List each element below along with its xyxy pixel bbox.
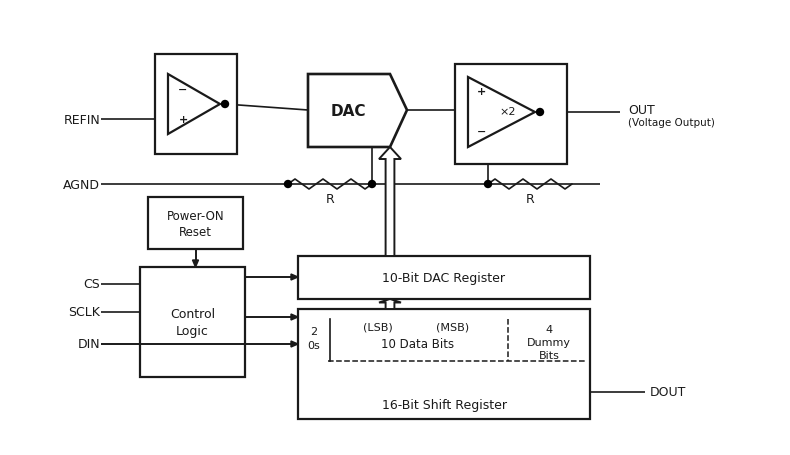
Text: Power-ON: Power-ON	[167, 209, 224, 222]
Text: (MSB): (MSB)	[436, 321, 469, 331]
Text: Dummy: Dummy	[527, 337, 571, 347]
Polygon shape	[379, 299, 401, 309]
Polygon shape	[291, 274, 298, 280]
Bar	[140, 268, 245, 377]
Text: 4: 4	[545, 324, 552, 334]
Polygon shape	[379, 148, 401, 257]
Text: Control: Control	[170, 307, 215, 320]
Text: +: +	[179, 115, 188, 125]
Bar	[148, 197, 243, 249]
Text: REFIN: REFIN	[63, 113, 100, 126]
Text: ×2: ×2	[500, 107, 516, 117]
Bar	[298, 257, 590, 299]
Polygon shape	[308, 75, 407, 148]
Text: (LSB): (LSB)	[363, 321, 393, 331]
Text: Logic: Logic	[176, 325, 209, 338]
Text: DAC: DAC	[330, 103, 366, 118]
Text: DOUT: DOUT	[650, 386, 687, 399]
Bar	[298, 309, 590, 419]
Text: R: R	[325, 192, 334, 205]
Text: SCLK: SCLK	[68, 306, 100, 319]
Polygon shape	[168, 75, 220, 135]
Text: +: +	[477, 87, 487, 97]
Text: (Voltage Output): (Voltage Output)	[628, 118, 715, 128]
Text: 0s: 0s	[307, 340, 321, 350]
Circle shape	[536, 109, 544, 116]
Text: −: −	[477, 127, 487, 136]
Text: CS: CS	[83, 278, 100, 291]
Text: R: R	[525, 192, 534, 205]
Circle shape	[221, 101, 228, 108]
Text: 10 Data Bits: 10 Data Bits	[382, 337, 454, 350]
Bar	[155, 55, 237, 155]
Text: AGND: AGND	[63, 178, 100, 191]
Text: OUT: OUT	[628, 103, 655, 116]
Text: 2: 2	[310, 326, 318, 336]
Polygon shape	[291, 314, 298, 320]
Text: Reset: Reset	[179, 225, 212, 238]
Circle shape	[484, 181, 491, 188]
Circle shape	[368, 181, 375, 188]
Text: DIN: DIN	[77, 338, 100, 351]
Circle shape	[284, 181, 292, 188]
Text: 10-Bit DAC Register: 10-Bit DAC Register	[382, 271, 506, 284]
Polygon shape	[291, 341, 298, 347]
Polygon shape	[468, 78, 535, 148]
Polygon shape	[193, 260, 198, 268]
Text: Bits: Bits	[539, 350, 559, 360]
Text: −: −	[179, 85, 188, 95]
Text: 16-Bit Shift Register: 16-Bit Shift Register	[382, 399, 506, 412]
Bar	[455, 65, 567, 165]
